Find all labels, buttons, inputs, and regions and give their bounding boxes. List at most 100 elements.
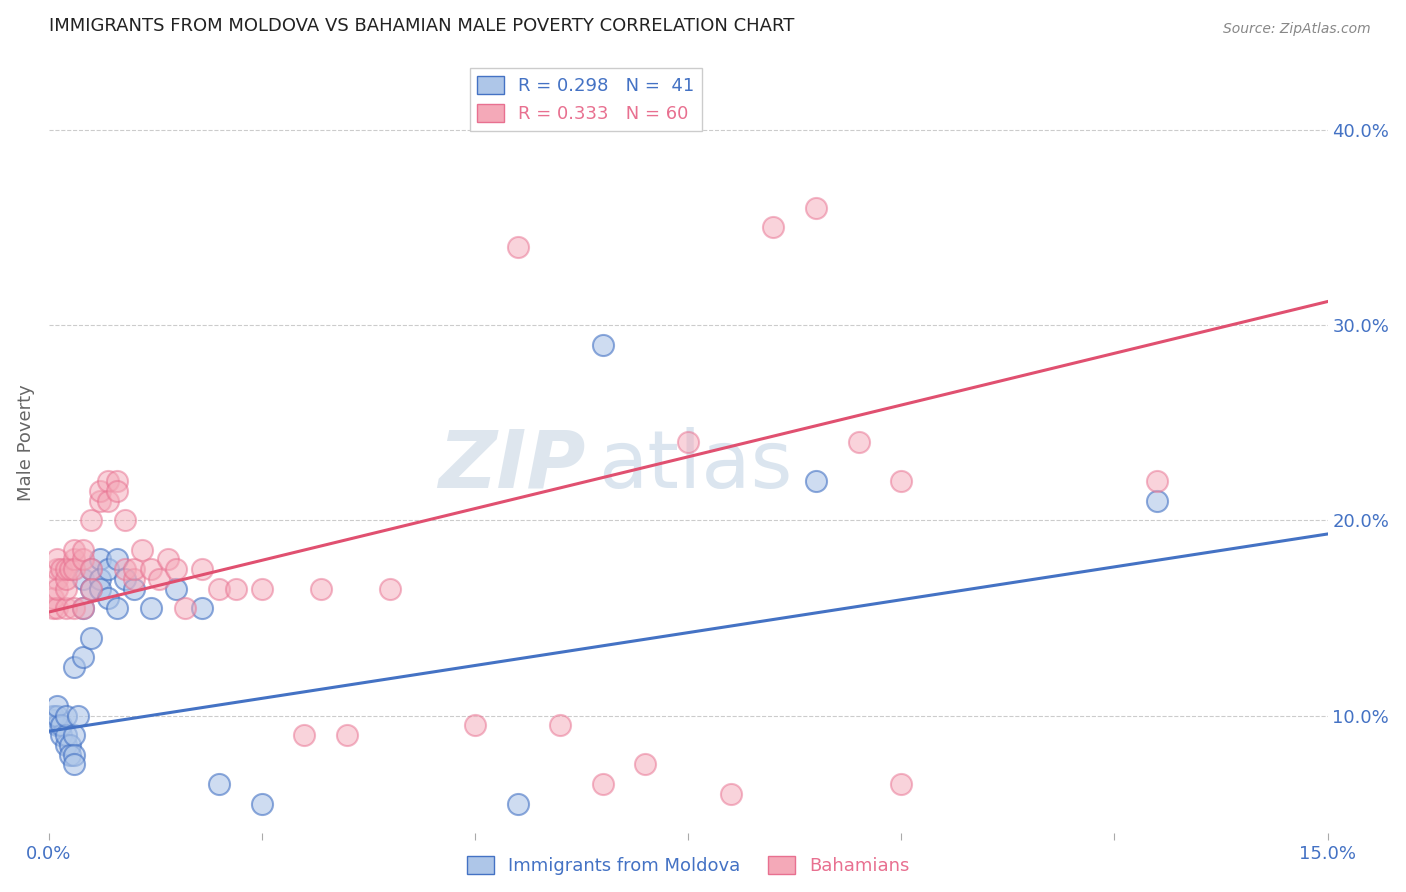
Point — [804, 475, 827, 489]
Point — [114, 572, 136, 586]
Point — [55, 708, 77, 723]
Point — [506, 240, 529, 254]
Point — [720, 787, 742, 801]
Point — [55, 728, 77, 742]
Point — [114, 513, 136, 527]
Point — [191, 562, 214, 576]
Text: atlas: atlas — [599, 426, 793, 505]
Point — [59, 738, 82, 752]
Point — [250, 797, 273, 811]
Point — [1146, 475, 1168, 489]
Point — [592, 777, 614, 791]
Point — [80, 582, 103, 596]
Point — [97, 562, 120, 576]
Point — [225, 582, 247, 596]
Text: IMMIGRANTS FROM MOLDOVA VS BAHAMIAN MALE POVERTY CORRELATION CHART: IMMIGRANTS FROM MOLDOVA VS BAHAMIAN MALE… — [49, 17, 794, 35]
Point — [80, 562, 103, 576]
Point — [46, 601, 69, 615]
Point — [63, 542, 86, 557]
Text: Source: ZipAtlas.com: Source: ZipAtlas.com — [1223, 22, 1371, 37]
Point — [97, 493, 120, 508]
Point — [139, 601, 162, 615]
Point — [131, 542, 153, 557]
Point — [890, 777, 912, 791]
Point — [166, 562, 188, 576]
Point — [63, 747, 86, 762]
Point — [378, 582, 401, 596]
Text: ZIP: ZIP — [439, 426, 586, 505]
Point — [89, 493, 111, 508]
Point — [51, 562, 73, 576]
Point — [46, 708, 69, 723]
Point — [46, 718, 69, 732]
Point — [148, 572, 170, 586]
Point — [46, 552, 69, 566]
Point — [67, 708, 90, 723]
Point — [46, 572, 69, 586]
Point — [105, 552, 128, 566]
Point — [208, 777, 231, 791]
Point — [250, 582, 273, 596]
Point — [464, 718, 486, 732]
Point — [89, 552, 111, 566]
Point — [51, 728, 73, 742]
Point — [139, 562, 162, 576]
Point — [191, 601, 214, 615]
Point — [55, 572, 77, 586]
Point — [592, 337, 614, 351]
Y-axis label: Male Poverty: Male Poverty — [17, 384, 35, 500]
Point — [63, 601, 86, 615]
Point — [89, 582, 111, 596]
Point — [42, 591, 65, 606]
Point — [42, 601, 65, 615]
Point — [72, 601, 94, 615]
Point — [80, 513, 103, 527]
Point — [548, 718, 571, 732]
Point — [63, 660, 86, 674]
Point — [1146, 493, 1168, 508]
Point — [72, 552, 94, 566]
Point — [80, 582, 103, 596]
Point — [55, 582, 77, 596]
Point — [506, 797, 529, 811]
Point — [890, 475, 912, 489]
Point — [122, 582, 145, 596]
Point — [55, 562, 77, 576]
Point — [336, 728, 359, 742]
Point — [63, 552, 86, 566]
Point — [63, 562, 86, 576]
Point — [97, 475, 120, 489]
Point — [292, 728, 315, 742]
Point — [97, 591, 120, 606]
Point — [55, 738, 77, 752]
Point — [174, 601, 197, 615]
Point — [72, 542, 94, 557]
Point — [122, 572, 145, 586]
Point — [42, 713, 65, 727]
Point — [51, 718, 73, 732]
Point — [46, 562, 69, 576]
Point — [72, 572, 94, 586]
Point — [676, 435, 699, 450]
Point — [80, 631, 103, 645]
Point — [59, 562, 82, 576]
Point — [42, 708, 65, 723]
Point — [63, 757, 86, 772]
Point — [804, 201, 827, 215]
Point — [762, 220, 785, 235]
Point — [63, 728, 86, 742]
Point — [634, 757, 657, 772]
Legend: Immigrants from Moldova, Bahamians: Immigrants from Moldova, Bahamians — [460, 848, 917, 882]
Point — [848, 435, 870, 450]
Point — [80, 562, 103, 576]
Point — [89, 572, 111, 586]
Point — [72, 650, 94, 665]
Point — [208, 582, 231, 596]
Point — [72, 601, 94, 615]
Point — [105, 475, 128, 489]
Point — [311, 582, 333, 596]
Point — [105, 601, 128, 615]
Point — [46, 698, 69, 713]
Point — [114, 562, 136, 576]
Point — [55, 601, 77, 615]
